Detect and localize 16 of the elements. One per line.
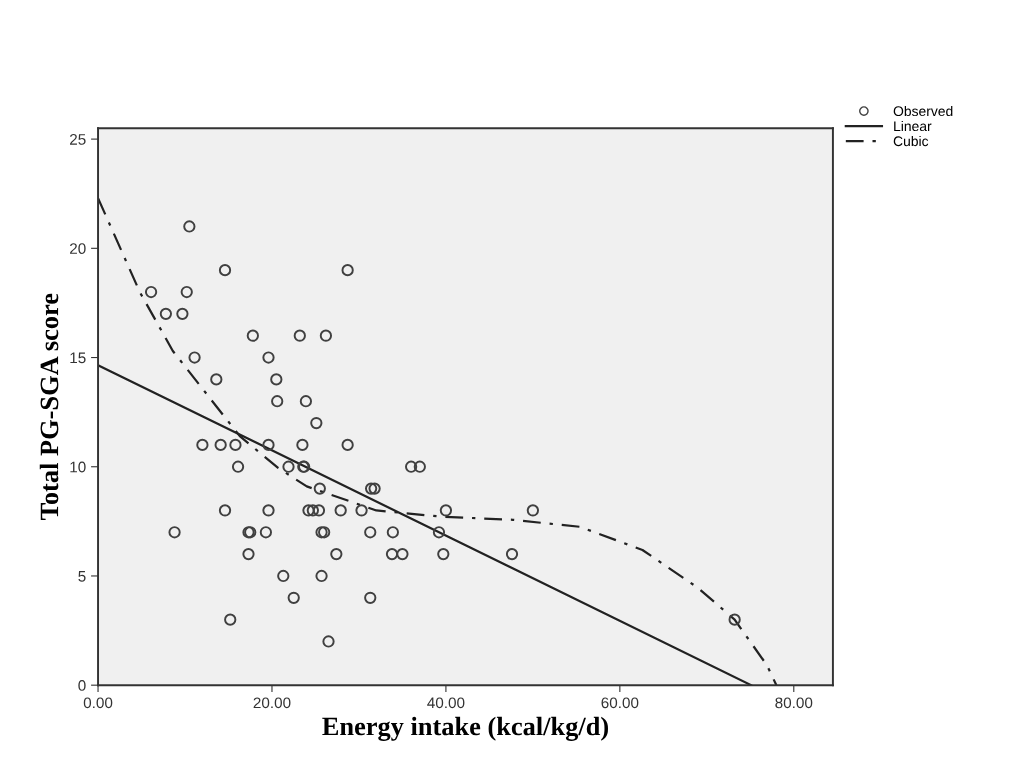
x-tick-label: 20.00 (253, 697, 291, 709)
x-axis-title: Energy intake (kcal/kg/d) (322, 716, 609, 741)
legend-label: Observed (893, 105, 953, 117)
x-tick-label: 80.00 (775, 697, 813, 709)
y-tick-label: 25 (70, 133, 86, 145)
x-tick-label: 40.00 (427, 697, 465, 709)
y-tick-label: 15 (70, 352, 86, 364)
y-tick-label: 0 (78, 680, 86, 691)
y-tick-label: 5 (78, 570, 86, 582)
y-axis-title: Total PG-SGA score (39, 293, 59, 520)
y-tick-label: 10 (70, 461, 86, 473)
legend-label: Linear (894, 120, 932, 132)
y-tick-label: 20 (70, 243, 86, 255)
legend-label: Cubic (893, 135, 929, 147)
x-tick-label: 60.00 (601, 697, 639, 709)
x-tick-label: 0.00 (83, 697, 113, 709)
